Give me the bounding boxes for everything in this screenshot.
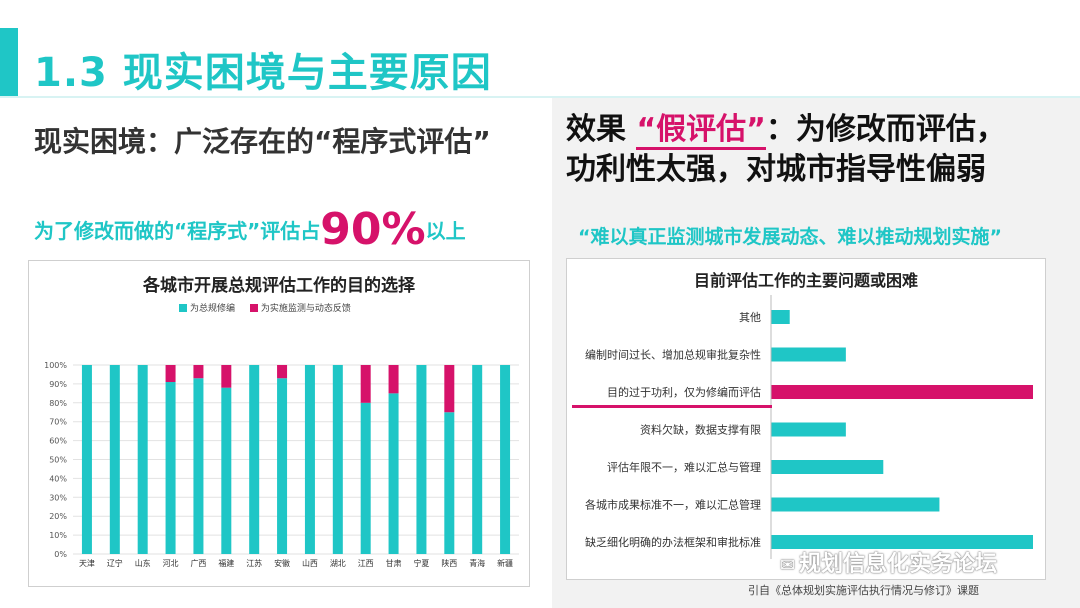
citation: 引自《总体规划实施评估执行情况与修订》课题 xyxy=(748,584,979,597)
y-tick-label: 20% xyxy=(49,512,67,521)
stacked-chart-svg: 0% 10% 20% 30% 40% 50% 60% 70% 80% 90% 100% 天津 辽宁 山东 河… xyxy=(44,361,519,568)
x-tick-label: 江苏 xyxy=(246,558,262,568)
title-divider xyxy=(0,96,1080,98)
bar-segment-revision xyxy=(472,365,483,554)
right-heading-quote: “假评估” xyxy=(636,112,766,150)
category-label: 资料欠缺，数据支撑有限 xyxy=(640,423,761,437)
wechat-icon: ✉ xyxy=(780,555,796,576)
chart-legend: 为总规修编 为实施监测与动态反馈 xyxy=(179,301,363,314)
left-sub-suffix: 以上 xyxy=(425,219,466,243)
x-tick-label: 福建 xyxy=(218,558,234,568)
hbar xyxy=(771,460,884,474)
bar-segment-monitoring xyxy=(360,365,371,403)
x-tick-label: 天津 xyxy=(79,558,95,568)
category-label: 缺乏细化明确的办法框架和审批标准 xyxy=(585,535,761,549)
x-tick-label: 河北 xyxy=(163,558,179,568)
category-label: 评估年限不一，难以汇总与管理 xyxy=(607,460,761,474)
hbar xyxy=(771,385,1033,399)
chart-title: 各城市开展总规评估工作的目的选择 xyxy=(143,276,415,296)
hbar xyxy=(771,347,846,362)
x-tick-label: 陕西 xyxy=(441,558,457,568)
hbar xyxy=(771,310,790,324)
bar-segment-revision xyxy=(221,387,232,554)
hbar xyxy=(771,422,846,437)
left-sub-percent: 90% xyxy=(320,204,426,255)
right-heading-3: 功利性太强，对城市指导性偏弱 xyxy=(566,152,986,187)
hbar xyxy=(771,535,1033,549)
right-heading: 效果 “假评估”：为修改而评估， 功利性太强，对城市指导性偏弱 xyxy=(566,110,1066,190)
hbar-chart-title: 目前评估工作的主要问题或困难 xyxy=(693,271,918,290)
bar-segment-revision xyxy=(500,365,511,554)
bar-segment-monitoring xyxy=(444,365,455,413)
legend-item: 为总规修编 xyxy=(179,304,235,314)
bar-segment-revision xyxy=(249,365,260,554)
category-label: 编制时间过长、增加总规审批复杂性 xyxy=(585,348,761,362)
bar-segment-monitoring xyxy=(388,365,399,394)
title-accent-bar xyxy=(0,28,18,98)
y-tick-label: 100% xyxy=(44,361,67,370)
y-tick-label: 0% xyxy=(54,550,67,559)
left-sub-prefix: 为了修改而做的“程序式”评估占 xyxy=(34,219,321,243)
hbar xyxy=(771,497,940,512)
x-tick-label: 辽宁 xyxy=(107,558,123,568)
bar-segment-monitoring xyxy=(277,365,288,379)
bar-segment-revision xyxy=(360,402,371,554)
bar-segment-monitoring xyxy=(221,365,232,388)
legend-label: 为实施监测与动态反馈 xyxy=(260,304,351,314)
bar-segment-monitoring xyxy=(193,365,204,379)
bar-segment-revision xyxy=(388,393,399,554)
x-tick-label: 广西 xyxy=(190,558,206,568)
y-tick-label: 50% xyxy=(49,456,67,465)
bar-segment-revision xyxy=(277,378,288,554)
legend-item: 为实施监测与动态反馈 xyxy=(249,304,351,314)
bar-segment-revision xyxy=(416,365,427,554)
bar-segment-revision xyxy=(444,412,455,554)
x-tick-label: 湖北 xyxy=(330,559,346,568)
y-tick-label: 10% xyxy=(49,531,67,540)
right-heading-2: ：为修改而评估， xyxy=(765,112,1006,147)
x-tick-label: 江西 xyxy=(358,559,374,568)
bar-segment-revision xyxy=(137,365,148,554)
left-heading: 现实困境：广泛存在的“程序式评估” xyxy=(34,125,491,158)
bar-segment-revision xyxy=(81,365,92,554)
x-tick-label: 青海 xyxy=(469,558,485,568)
category-label: 目的过于功利，仅为修编而评估 xyxy=(607,385,761,399)
y-tick-label: 80% xyxy=(49,399,67,408)
watermark: ✉ 规划信息化实务论坛 xyxy=(780,546,997,578)
y-tick-label: 90% xyxy=(49,380,67,389)
left-subheading: 为了修改而做的“程序式”评估占90%以上 xyxy=(34,204,466,255)
bar-segment-revision xyxy=(332,365,343,554)
bar-segment-revision xyxy=(109,365,120,554)
hbar-chart-svg: 其他编制时间过长、增加总规审批复杂性目的过于功利，仅为修编而评估资料欠缺，数据支… xyxy=(585,295,1033,559)
bar-segment-revision xyxy=(165,382,176,554)
x-tick-label: 山西 xyxy=(302,558,318,568)
right-subheading: “难以真正监测城市发展动态、难以推动规划实施” xyxy=(578,226,1002,248)
bar-segment-revision xyxy=(304,365,315,554)
y-tick-label: 40% xyxy=(49,474,67,483)
x-tick-label: 安徽 xyxy=(274,558,290,568)
bar-segment-revision xyxy=(193,378,204,554)
y-tick-label: 30% xyxy=(49,493,67,502)
watermark-text: 规划信息化实务论坛 xyxy=(799,552,998,577)
legend-label: 为总规修编 xyxy=(190,304,236,314)
y-tick-label: 60% xyxy=(49,437,67,446)
y-tick-label: 70% xyxy=(49,418,67,427)
slide-title: 1.3 现实困境与主要原因 xyxy=(34,50,492,96)
x-tick-label: 宁夏 xyxy=(413,558,429,568)
bar-segment-monitoring xyxy=(165,365,176,383)
x-tick-label: 新疆 xyxy=(497,558,513,568)
category-label: 各城市成果标准不一，难以汇总管理 xyxy=(585,498,761,512)
stacked-bar-chart: 各城市开展总规评估工作的目的选择 为总规修编 为实施监测与动态反馈 0% 10% 2… xyxy=(28,260,530,587)
x-tick-label: 甘肃 xyxy=(386,558,402,568)
category-label: 其他 xyxy=(739,311,761,324)
right-heading-1: 效果 xyxy=(566,112,626,147)
horizontal-bar-chart: 目前评估工作的主要问题或困难 其他编制时间过长、增加总规审批复杂性目的过于功利，… xyxy=(566,258,1046,580)
x-tick-label: 山东 xyxy=(135,558,151,568)
highlight-underline xyxy=(572,405,772,408)
